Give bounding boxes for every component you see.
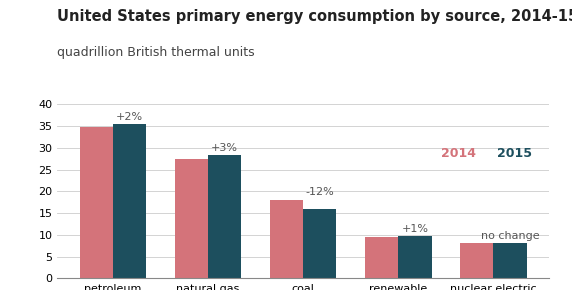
Text: no change: no change	[481, 231, 539, 241]
Bar	[270, 200, 303, 278]
Text: 2014: 2014	[441, 147, 476, 160]
Text: +3%: +3%	[211, 143, 238, 153]
Bar	[80, 127, 113, 278]
Bar	[398, 236, 432, 278]
Bar	[494, 243, 527, 278]
Bar	[365, 237, 398, 278]
Text: quadrillion British thermal units: quadrillion British thermal units	[57, 46, 255, 59]
Text: +2%: +2%	[116, 112, 143, 122]
Text: -12%: -12%	[305, 188, 334, 197]
Bar	[113, 124, 146, 278]
Bar	[208, 155, 241, 278]
Bar	[174, 159, 208, 278]
Bar	[460, 243, 494, 278]
Text: United States primary energy consumption by source, 2014-15: United States primary energy consumption…	[57, 9, 572, 24]
Text: +1%: +1%	[402, 224, 428, 234]
Text: 2015: 2015	[498, 147, 533, 160]
Bar	[303, 209, 336, 278]
